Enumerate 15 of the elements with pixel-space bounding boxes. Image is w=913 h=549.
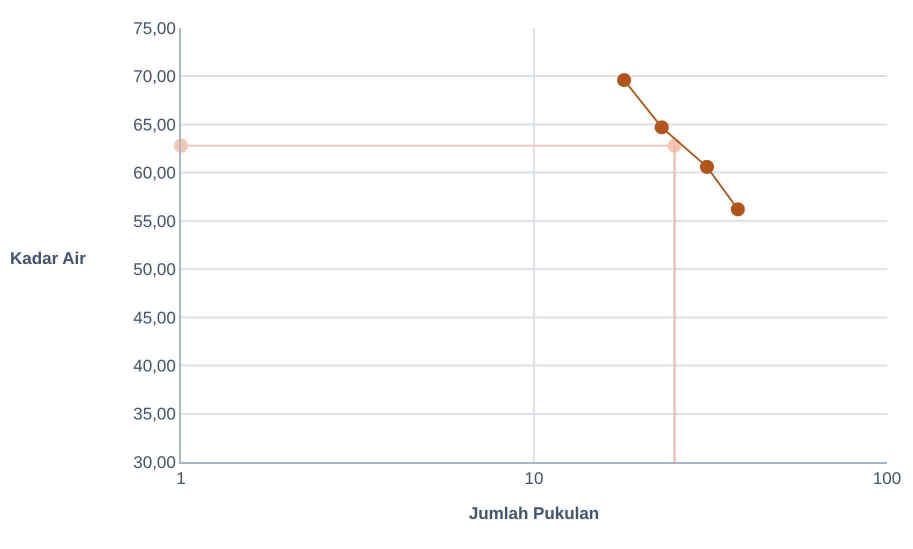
y-tick-label: 50,00: [133, 260, 176, 280]
x-tick-label: 100: [872, 469, 902, 488]
x-tick-label: 1: [176, 469, 186, 488]
y-tick-label: 35,00: [133, 404, 176, 424]
y-tick-label: 55,00: [133, 212, 176, 231]
y-tick-label: 45,00: [133, 308, 176, 328]
y-axis-title: Kadar Air: [10, 249, 86, 268]
y-tick-label: 70,00: [133, 67, 176, 86]
y-tick-label: 30,00: [133, 452, 176, 472]
y-tick-label: 65,00: [133, 115, 176, 134]
x-tick-label: 10: [524, 469, 544, 488]
y-tick-label: 60,00: [133, 164, 176, 183]
y-tick-label: 40,00: [133, 356, 176, 376]
y-tick-label: 75,00: [133, 18, 176, 38]
x-axis-title: Jumlah Pukulan: [468, 504, 600, 524]
